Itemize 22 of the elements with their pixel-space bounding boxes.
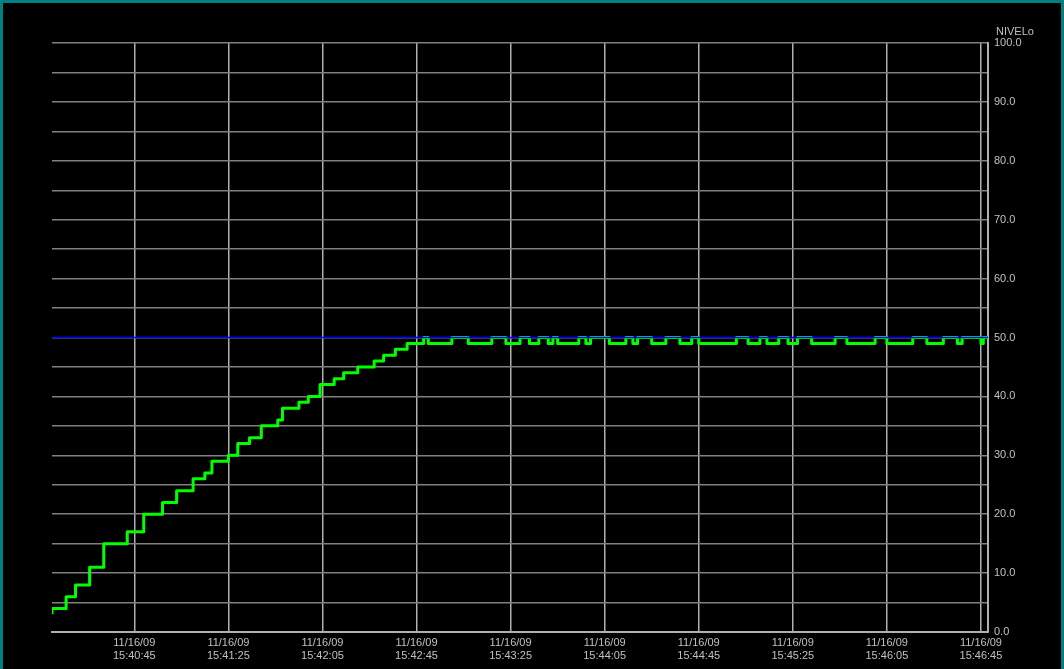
x-tick-label: 11/16/09 15:42:05 [301,635,344,661]
x-tick-label: 11/16/09 15:42:45 [395,635,438,661]
y-tick-label: 100.0 [994,36,1022,49]
y-tick-label: 10.0 [994,566,1016,579]
x-tick-label: 11/16/09 15:46:05 [865,635,909,661]
y-tick-label: 60.0 [994,271,1016,284]
y-axis-title: NIVELo [996,24,1034,37]
x-tick-label: 11/16/09 15:40:45 [112,635,156,661]
x-tick-label: 11/16/09 15:46:45 [959,635,1003,661]
y-tick-label: 40.0 [994,389,1016,402]
x-tick-label: 11/16/09 15:45:25 [771,635,815,661]
y-tick-label: 30.0 [994,448,1016,461]
y-tick-label: 0.0 [994,625,1010,638]
x-tick-label: 11/16/09 15:43:25 [489,635,533,661]
y-tick-label: 20.0 [994,507,1016,520]
y-tick-label: 80.0 [994,153,1016,166]
x-tick-label: 11/16/09 15:41:25 [206,635,250,661]
y-tick-label: 50.0 [994,330,1016,343]
y-tick-label: 90.0 [994,94,1016,107]
y-tick-label: 70.0 [994,212,1016,225]
x-tick-label: 11/16/09 15:44:05 [583,635,627,661]
x-tick-label: 11/16/09 15:44:45 [677,635,721,661]
